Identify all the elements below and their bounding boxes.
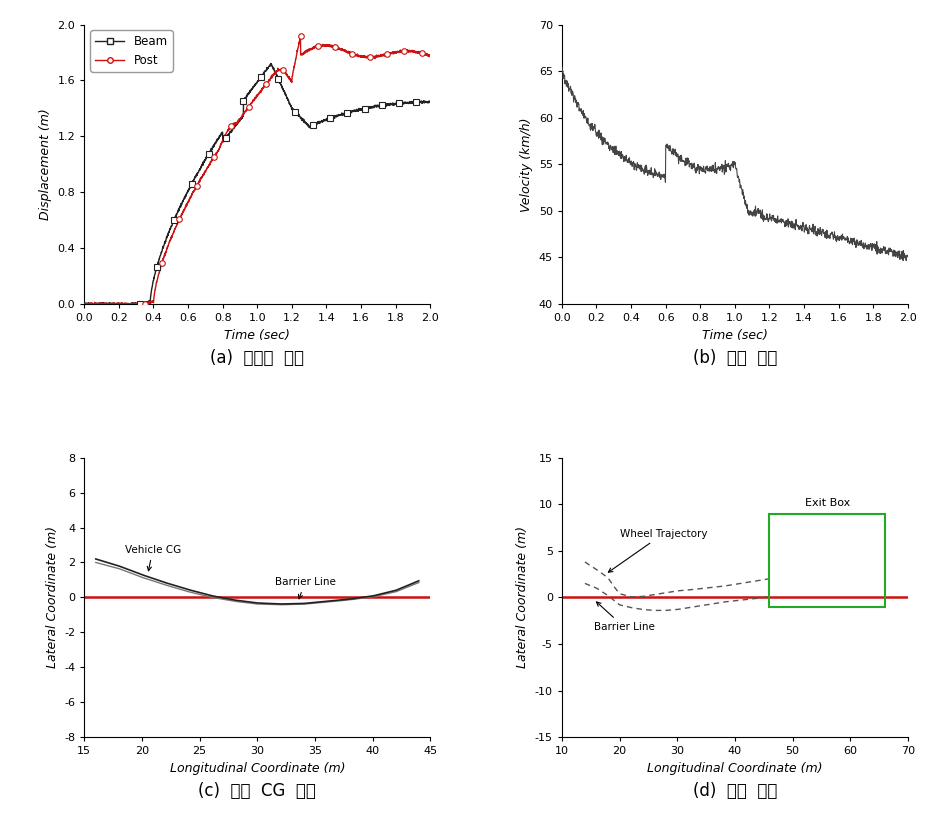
Text: (c)  차량  CG  궤적: (c) 차량 CG 궤적	[198, 782, 316, 800]
Text: Exit Box: Exit Box	[805, 498, 850, 508]
Text: Barrier Line: Barrier Line	[593, 602, 654, 632]
X-axis label: Time (sec): Time (sec)	[225, 328, 290, 342]
Y-axis label: Lateral Coordinate (m): Lateral Coordinate (m)	[46, 527, 59, 668]
Text: (d)  탈출  박스: (d) 탈출 박스	[693, 782, 777, 800]
X-axis label: Time (sec): Time (sec)	[702, 328, 768, 342]
Text: Wheel Trajectory: Wheel Trajectory	[608, 529, 707, 572]
X-axis label: Longitudinal Coordinate (m): Longitudinal Coordinate (m)	[647, 762, 823, 775]
Legend: Beam, Post: Beam, Post	[90, 30, 172, 72]
Y-axis label: Velocity (km/h): Velocity (km/h)	[520, 117, 534, 211]
Y-axis label: Displacement (m): Displacement (m)	[39, 108, 51, 220]
Text: (a)  베리어  변형: (a) 베리어 변형	[211, 349, 304, 367]
Text: Barrier Line: Barrier Line	[274, 577, 335, 599]
X-axis label: Longitudinal Coordinate (m): Longitudinal Coordinate (m)	[169, 762, 345, 775]
Text: Vehicle CG: Vehicle CG	[124, 545, 181, 571]
Y-axis label: Lateral Coordinate (m): Lateral Coordinate (m)	[517, 527, 529, 668]
Bar	[769, 514, 885, 607]
Text: (b)  차량  속도: (b) 차량 속도	[693, 349, 777, 367]
